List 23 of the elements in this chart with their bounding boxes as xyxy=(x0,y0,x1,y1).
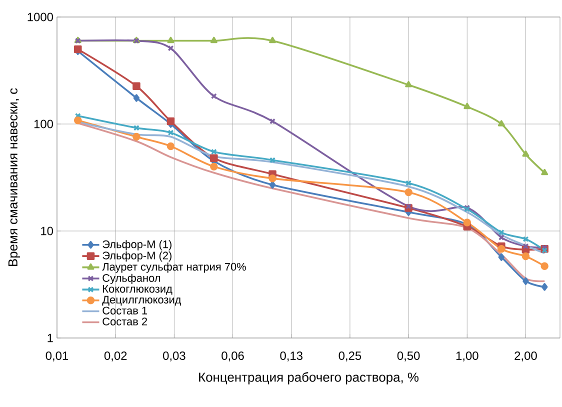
legend-label: Эльфор-М (1) xyxy=(102,240,172,250)
x-tick-label: 2,00 xyxy=(514,351,537,362)
x-tick-label: 1,00 xyxy=(456,351,478,362)
legend-label: Кокоглюкозид xyxy=(103,285,172,295)
x-tick-label: 0,25 xyxy=(338,351,362,362)
legend-label: Состав 1 xyxy=(102,306,148,314)
x-tick-label: 0,01 xyxy=(46,351,68,362)
x-tick-label: 0,06 xyxy=(222,351,244,362)
y-axis-title: Время смачивания навески, с xyxy=(8,88,20,266)
x-tick-label: 0,02 xyxy=(104,351,127,362)
legend-label: Состав 2 xyxy=(102,318,148,326)
x-axis-title: Концентрация рабочего раствора, % xyxy=(199,372,418,384)
legend-label: Лаурет сульфат натрия 70% xyxy=(102,262,246,273)
y-tick-label: 1000 xyxy=(28,12,54,22)
legend-label: Децилглюкозид xyxy=(102,296,182,306)
y-tick-label: 1 xyxy=(48,334,53,342)
y-tick-label: 100 xyxy=(34,120,54,128)
legend-label: Эльфор-М (2) xyxy=(102,251,172,262)
x-tick-label: 0,13 xyxy=(280,351,302,362)
x-tick-label: 0,03 xyxy=(163,351,186,362)
y-tick-label: 10 xyxy=(41,226,54,236)
legend-label: Сульфанол xyxy=(102,274,160,284)
x-tick-label: 0,50 xyxy=(397,351,420,362)
